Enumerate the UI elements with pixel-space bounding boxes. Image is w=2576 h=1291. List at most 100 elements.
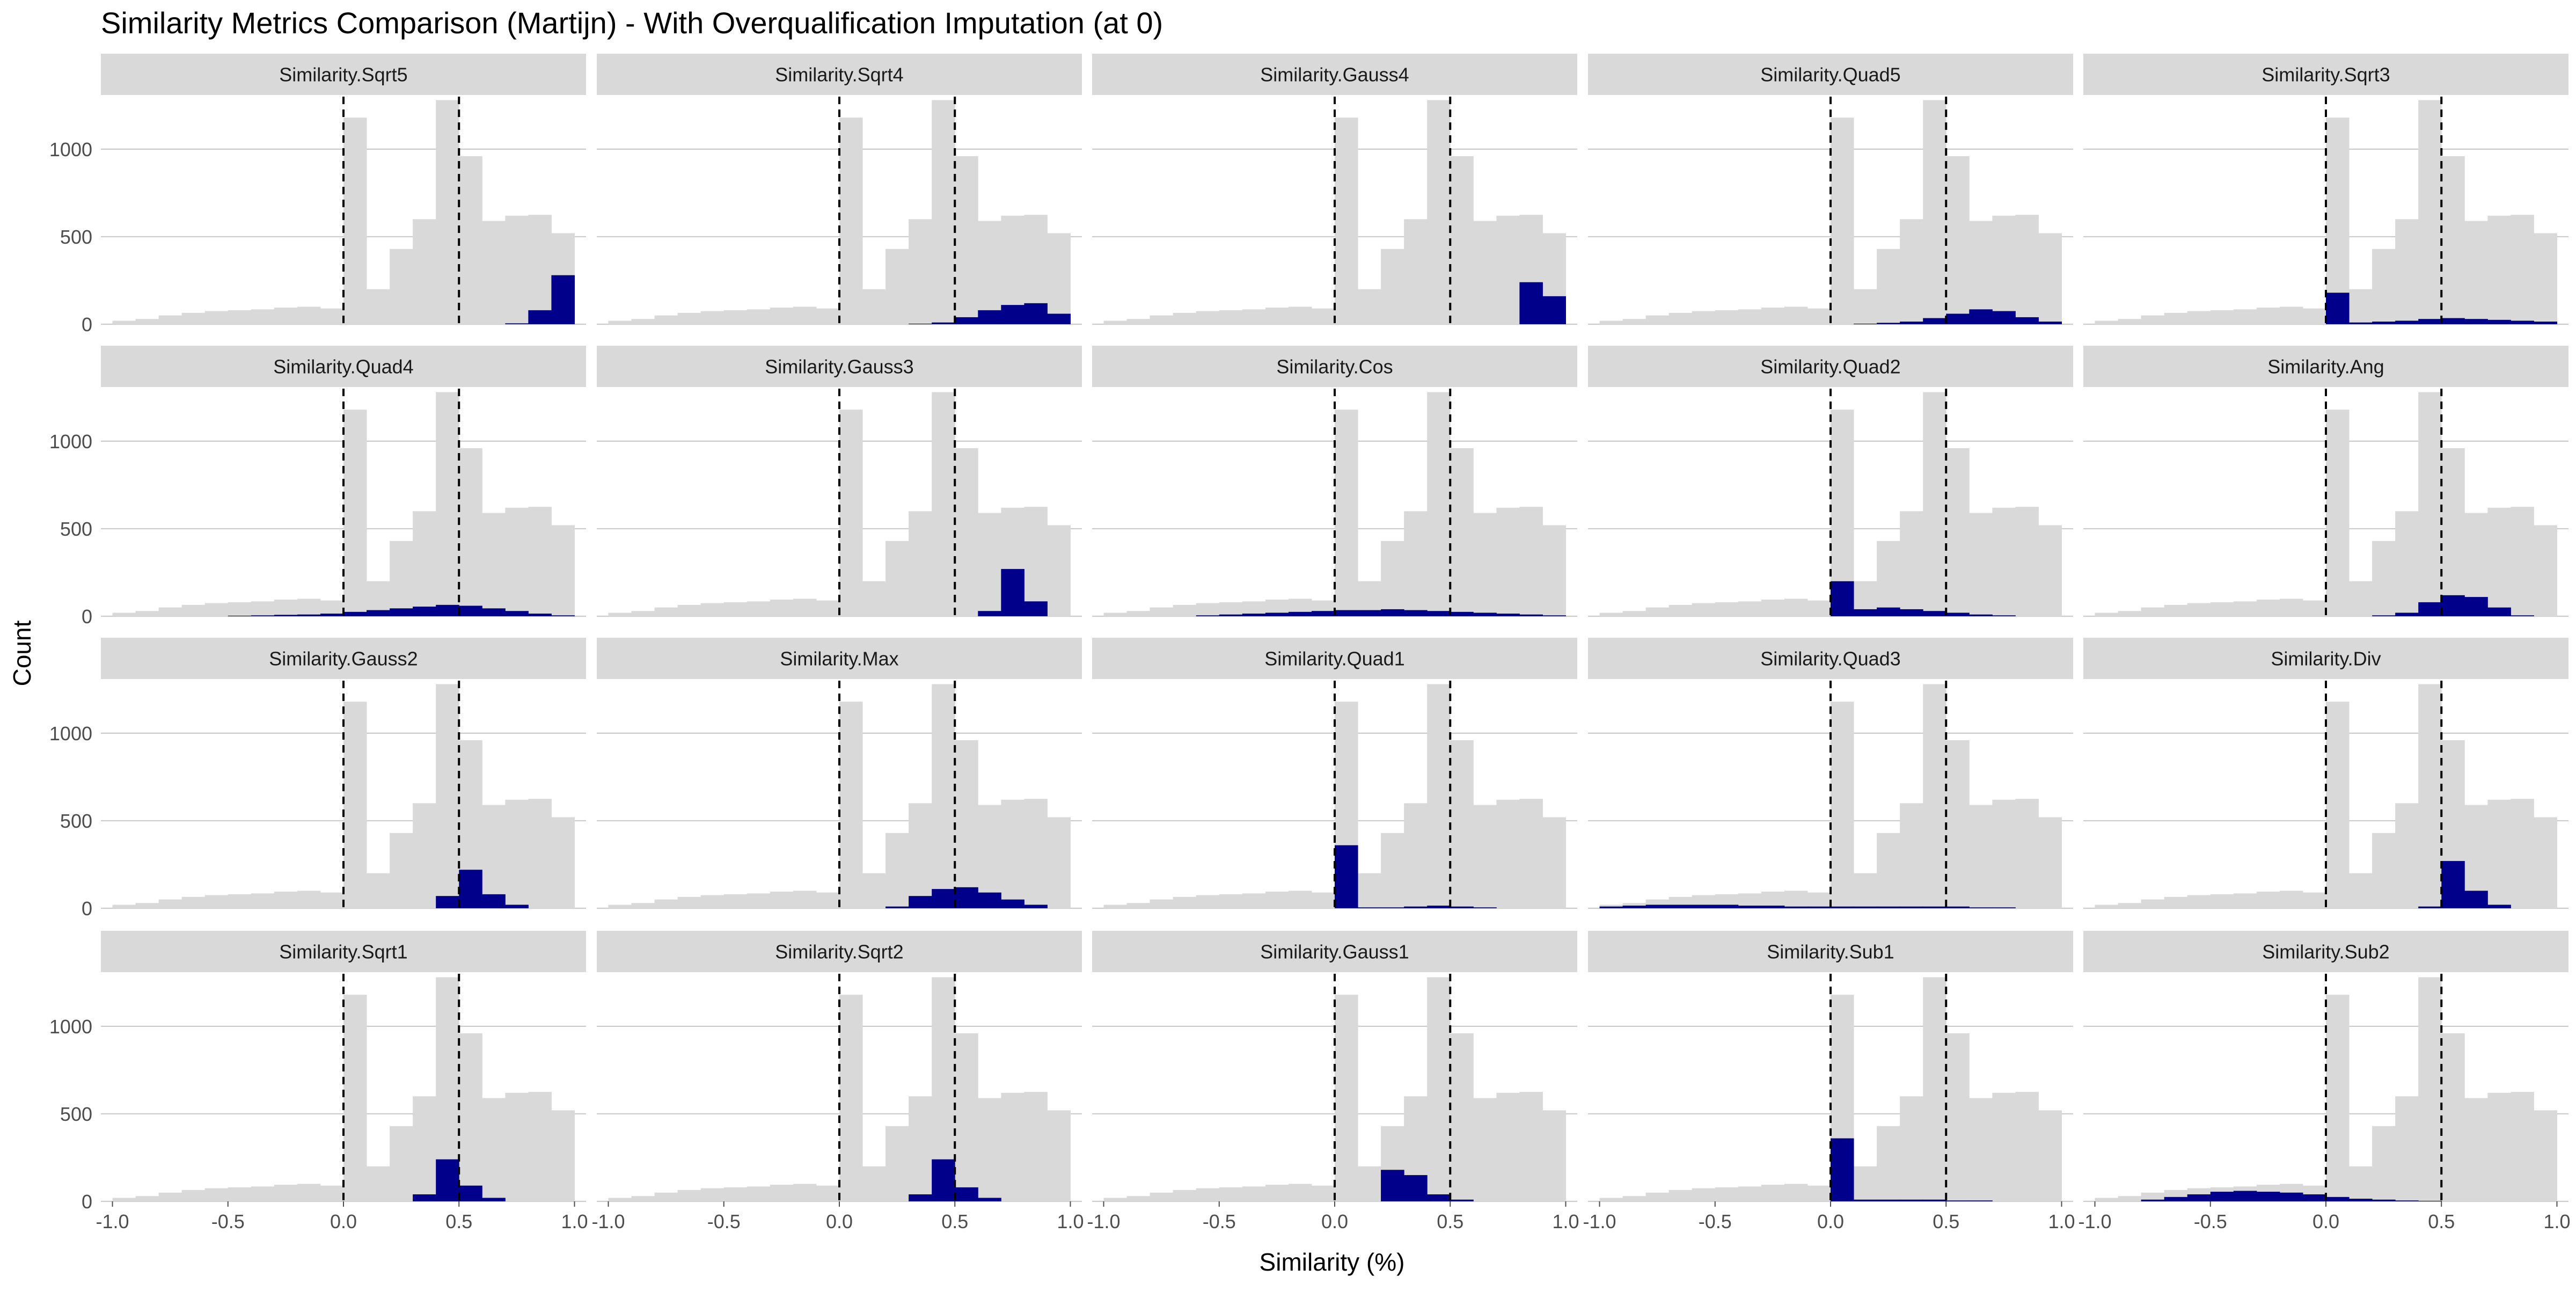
highlight-bar bbox=[978, 892, 1001, 908]
background-bar bbox=[1311, 308, 1335, 324]
background-bar bbox=[251, 893, 275, 908]
facet-panel: Similarity.Sqrt1 0 500 1000 -1.0 -0.5 0.0 0.5 1.… bbox=[49, 931, 588, 1232]
highlight-bar bbox=[909, 1194, 932, 1201]
background-bar bbox=[297, 599, 321, 616]
background-bar bbox=[1473, 221, 1497, 324]
background-bar bbox=[2187, 895, 2211, 908]
background-bar bbox=[608, 1198, 632, 1201]
background-bar bbox=[2487, 1092, 2511, 1201]
background-bar bbox=[228, 1187, 252, 1201]
facet-strip-label: Similarity.Gauss2 bbox=[269, 648, 418, 670]
facet-strip bbox=[101, 931, 586, 972]
highlight-bar bbox=[1335, 845, 1358, 908]
background-bar bbox=[2534, 233, 2557, 324]
highlight-bar bbox=[1496, 614, 1520, 616]
background-bar bbox=[909, 803, 932, 908]
highlight-bar bbox=[2326, 1197, 2350, 1201]
x-tick-label: -0.5 bbox=[707, 1210, 741, 1232]
background-bar bbox=[2095, 612, 2119, 616]
facet-strip-label: Similarity.Quad1 bbox=[1264, 648, 1404, 670]
facet-strip bbox=[2083, 931, 2568, 972]
y-tick-label: 500 bbox=[60, 810, 92, 832]
background-bar bbox=[2302, 600, 2326, 616]
background-bar bbox=[204, 603, 229, 616]
facet-panel: Similarity.Max bbox=[597, 638, 1082, 909]
background-bar bbox=[2487, 507, 2511, 616]
background-bar bbox=[1496, 215, 1520, 324]
highlight-bar bbox=[1992, 615, 2016, 616]
background-bar bbox=[1047, 817, 1071, 908]
highlight-bar bbox=[482, 1198, 506, 1201]
highlight-bar bbox=[2418, 602, 2442, 616]
highlight-bar bbox=[2395, 320, 2419, 324]
facet-strip-label: Similarity.Sqrt5 bbox=[279, 64, 407, 86]
highlight-bar bbox=[1404, 610, 1428, 616]
facet-strip bbox=[101, 346, 586, 387]
highlight-bar bbox=[2302, 1194, 2326, 1201]
facet-panel: Similarity.Sqrt5 0 500 1000 bbox=[49, 54, 586, 335]
background-bar bbox=[2279, 599, 2303, 616]
background-bar bbox=[978, 805, 1001, 908]
facet-strip bbox=[101, 638, 586, 679]
background-bar bbox=[1311, 1185, 1335, 1201]
background-bar bbox=[1358, 289, 1381, 324]
background-bar bbox=[1784, 307, 1808, 324]
background-bar bbox=[1715, 1187, 1739, 1201]
background-bar bbox=[2395, 803, 2419, 908]
highlight-bar bbox=[1831, 1138, 1854, 1201]
highlight-bar bbox=[1900, 609, 1923, 616]
background-bar bbox=[413, 511, 436, 616]
background-bar bbox=[1761, 600, 1785, 616]
y-tick-label: 0 bbox=[82, 313, 92, 335]
facet-strip-label: Similarity.Quad2 bbox=[1760, 356, 1900, 378]
background-bar bbox=[2095, 320, 2119, 324]
highlight-bar bbox=[1668, 905, 1693, 908]
background-bar bbox=[862, 289, 886, 324]
highlight-bar bbox=[1877, 607, 1900, 616]
highlight-bar bbox=[1923, 318, 1946, 324]
highlight-bar bbox=[2418, 906, 2442, 908]
highlight-bar bbox=[1854, 609, 1877, 616]
highlight-bar bbox=[955, 1187, 978, 1201]
background-bar bbox=[1196, 1188, 1220, 1201]
highlight-bar bbox=[1024, 303, 1048, 324]
background-bar bbox=[1900, 803, 1923, 908]
background-bar bbox=[1404, 219, 1428, 324]
background-bar bbox=[608, 905, 632, 908]
highlight-bar bbox=[1784, 906, 1808, 908]
x-tick-label: 0.0 bbox=[1817, 1210, 1844, 1232]
highlight-bar bbox=[505, 905, 529, 908]
background-bar bbox=[1854, 873, 1877, 908]
background-bar bbox=[1946, 156, 1970, 324]
background-bar bbox=[343, 995, 367, 1201]
highlight-bar bbox=[1404, 906, 1428, 908]
facet-strip-label: Similarity.Sqrt4 bbox=[775, 64, 903, 86]
background-bar bbox=[2372, 541, 2396, 616]
background-bar bbox=[1854, 1166, 1877, 1201]
highlight-bar bbox=[2441, 860, 2465, 908]
background-bar bbox=[320, 1185, 344, 1201]
background-bar bbox=[505, 799, 529, 908]
background-bar bbox=[112, 320, 136, 324]
background-bar bbox=[2038, 233, 2062, 324]
facet-panel: Similarity.Gauss2 0 500 1000 bbox=[49, 638, 586, 920]
highlight-bar bbox=[2372, 615, 2396, 616]
background-bar bbox=[528, 1092, 552, 1201]
highlight-bar bbox=[1992, 907, 2016, 908]
highlight-bar bbox=[2511, 320, 2534, 324]
background-bar bbox=[1150, 607, 1174, 616]
background-bar bbox=[2118, 1196, 2142, 1201]
facet-panel: Similarity.Gauss4 bbox=[1092, 54, 1577, 325]
highlight-bar bbox=[1738, 906, 1762, 908]
background-bar bbox=[1738, 1186, 1762, 1201]
highlight-bar bbox=[1381, 609, 1404, 616]
highlight-bar bbox=[251, 615, 275, 616]
highlight-bar bbox=[1001, 568, 1024, 616]
background-bar bbox=[1715, 602, 1739, 616]
highlight-bar bbox=[955, 887, 978, 908]
highlight-bar bbox=[909, 896, 932, 908]
background-bar bbox=[1242, 309, 1266, 324]
facet-strip bbox=[597, 931, 1082, 972]
background-bar bbox=[343, 118, 367, 324]
background-bar bbox=[2395, 1096, 2419, 1201]
